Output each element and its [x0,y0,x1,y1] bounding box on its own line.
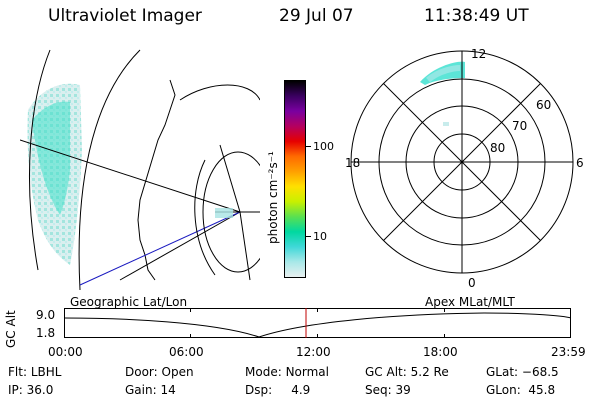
status-glon: GLon: 45.8 [486,383,555,397]
time-label: 11:38:49 UT [424,6,529,26]
altitude-timeline [63,308,572,338]
mode-label: Mode: [245,365,282,379]
lat-label-80: 80 [490,141,506,155]
timeline-tick-2359: 23:59 [551,345,586,359]
timeline-ymax: 9.0 [36,308,56,322]
status-gain: Gain: 14 [125,383,176,397]
aurora-bright-region [32,101,70,215]
geographic-map [20,49,260,290]
polar-plot [350,50,574,274]
dsp-label: Dsp: [245,383,273,397]
altitude-curve [63,312,572,338]
gain-value: 14 [160,383,176,397]
mlt-label-0: 0 [468,276,476,290]
flt-value: LBHL [30,365,62,379]
dsp-value: 4.9 [291,383,311,397]
timeline-tick-1200: 12:00 [296,345,331,359]
door-value: Open [161,365,194,379]
lat-label-70: 70 [512,119,528,133]
gcalt-label: GC Alt: [365,365,407,379]
flt-label: Flt: [8,365,27,379]
timeline-tick-0600: 06:00 [169,345,204,359]
color-bar-gradient [285,81,305,277]
glon-label: GLon: [486,383,521,397]
glon-value: 45.8 [528,383,556,397]
status-dsp: Dsp: 4.9 [245,383,310,397]
ip-label: IP: [8,383,23,397]
mlt-label-18: 18 [345,156,361,170]
gain-label: Gain: [125,383,157,397]
glat-value: −68.5 [521,365,559,379]
geographic-image-panel [20,40,260,290]
colorbar-tick-100: 100 [313,140,334,153]
terminator-line [79,211,241,286]
status-mode: Mode: Normal [245,365,329,379]
gcalt-value: 5.2 Re [410,365,449,379]
seq-label: Seq: [365,383,392,397]
app-title: Ultraviolet Imager [48,6,202,26]
polar-plot-panel [340,40,585,290]
date-label: 29 Jul 07 [279,6,354,26]
colorbar-unit-label: photon cm⁻²s⁻¹ [266,151,280,244]
status-door: Door: Open [125,365,194,379]
timeline-right-label: Apex MLat/MLT [425,295,515,309]
colorbar-tick-10: 10 [313,230,327,243]
timeline-tick-0000: 00:00 [48,345,83,359]
door-label: Door: [125,365,158,379]
mlt-label-12: 12 [471,47,487,61]
timeline-ymin: 1.8 [36,326,56,340]
timeline-left-label: Geographic Lat/Lon [70,295,188,309]
altitude-plot [63,308,572,338]
lat-label-60: 60 [536,98,552,112]
status-seq: Seq: 39 [365,383,411,397]
status-flt: Flt: LBHL [8,365,61,379]
status-gcalt: GC Alt: 5.2 Re [365,365,449,379]
timeline-ylabel: GC Alt [4,310,18,348]
status-glat: GLat: −68.5 [486,365,559,379]
status-ip: IP: 36.0 [8,383,53,397]
timeline-tick-1800: 18:00 [423,345,458,359]
ip-value: 36.0 [26,383,54,397]
mode-value: Normal [285,365,329,379]
color-bar [284,80,306,278]
glat-label: GLat: [486,365,519,379]
mlt-label-6: 6 [576,156,584,170]
seq-value: 39 [395,383,411,397]
